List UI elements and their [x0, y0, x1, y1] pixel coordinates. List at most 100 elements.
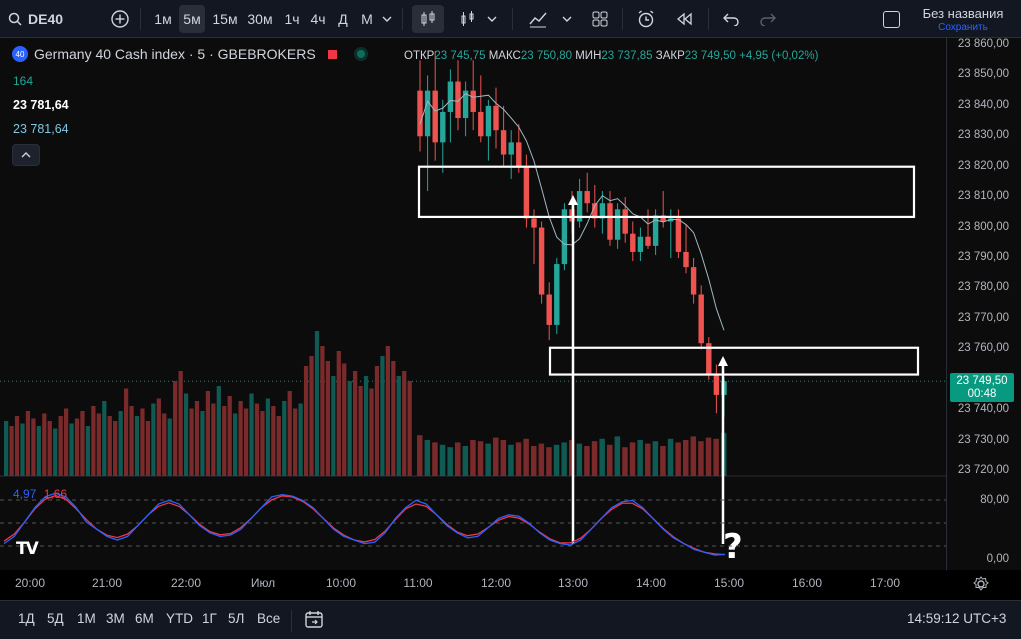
support-box	[548, 346, 920, 376]
candle-body	[675, 218, 682, 252]
price-axis[interactable]: 23 860,00 23 850,00 23 840,00 23 830,00 23 8…	[946, 38, 1021, 570]
candle-body	[607, 203, 613, 240]
indicators-button[interactable]	[455, 0, 481, 38]
volume-bar	[113, 421, 118, 476]
candle-body	[630, 233, 636, 252]
volume-bar	[485, 443, 491, 476]
volume-bar	[293, 408, 298, 476]
volume-bar	[276, 416, 281, 476]
price-tick-label: 23 720,00	[957, 464, 1009, 477]
alert-button[interactable]	[632, 0, 660, 38]
volume-bar	[287, 391, 292, 476]
range-5y[interactable]: 5Л	[228, 611, 245, 626]
undo-button[interactable]	[718, 0, 744, 38]
interval-month[interactable]: М	[361, 11, 373, 27]
bottom-toolbar: 1Д 5Д 1М 3М 6М YTD 1Г 5Л Все 14:59:12 UT…	[0, 600, 1021, 639]
volume-bar	[538, 443, 545, 476]
symbol-label: DE40	[28, 11, 64, 27]
interval-1m[interactable]: 1м	[154, 11, 172, 27]
undo-icon	[723, 13, 739, 26]
volume-bar	[227, 396, 232, 476]
candle-body	[523, 166, 530, 219]
candle-body	[576, 191, 583, 222]
candle-body	[500, 130, 507, 155]
volume-bar	[347, 381, 352, 476]
price-tick-label: 23 850,00	[957, 68, 1009, 81]
price-chart[interactable]: ?	[0, 38, 946, 570]
volume-bar	[698, 441, 704, 476]
candle-body	[546, 294, 552, 325]
time-tick-label: 20:00	[14, 576, 46, 590]
time-tick-label: 14:00	[635, 576, 667, 590]
volume-bar	[614, 436, 621, 476]
volume-bar	[561, 442, 567, 476]
interval-4h[interactable]: 4ч	[310, 11, 326, 27]
interval-1h[interactable]: 1ч	[284, 11, 300, 27]
volume-bar	[523, 438, 529, 476]
axis-settings-button[interactable]	[973, 576, 991, 594]
last-price: 23 749,50	[956, 375, 1008, 387]
volume-bar	[183, 393, 189, 476]
volume-legend: 164	[13, 74, 34, 88]
interval-30m[interactable]: 30м	[247, 11, 273, 27]
stoch-k-value: 4,97	[13, 487, 37, 501]
volume-bar	[546, 447, 552, 476]
volume-bar	[675, 442, 681, 476]
range-1d[interactable]: 1Д	[18, 611, 35, 626]
range-5d[interactable]: 5Д	[47, 611, 64, 626]
volume-bar	[432, 442, 438, 476]
volume-bar	[4, 421, 9, 476]
chart-type-button[interactable]	[412, 5, 444, 33]
candle-body	[584, 191, 590, 204]
volume-bar	[584, 446, 590, 476]
range-ytd[interactable]: YTD	[166, 611, 193, 626]
plus-circle-icon	[111, 10, 129, 28]
volume-bar	[140, 408, 145, 476]
chevron-down-icon[interactable]	[483, 0, 501, 38]
save-label[interactable]: Сохранить	[938, 22, 988, 33]
range-1m[interactable]: 1М	[77, 611, 96, 626]
volume-bar	[80, 411, 85, 476]
volume-bar	[282, 401, 287, 476]
volume-bar	[303, 366, 309, 476]
redo-button[interactable]	[755, 0, 781, 38]
close-value: 23 749,50	[684, 50, 736, 62]
volume-bar	[145, 421, 151, 476]
price-tick-label: 23 820,00	[957, 159, 1009, 172]
ma2-legend: 23 781,64	[13, 122, 69, 136]
chevron-down-icon[interactable]	[558, 0, 576, 38]
layouts-button[interactable]	[586, 0, 614, 38]
volume-bar	[417, 435, 423, 476]
candle-body	[440, 111, 446, 143]
range-all[interactable]: Все	[257, 611, 281, 626]
symbol-search[interactable]: DE40	[8, 0, 68, 38]
price-tick-label: 23 780,00	[957, 281, 1009, 294]
time-tick-label: 17:00	[869, 576, 901, 590]
volume-bar	[576, 443, 583, 476]
layout-toggle[interactable]	[878, 0, 904, 38]
interval-day[interactable]: Д	[338, 11, 348, 27]
symbol-logo: 40	[12, 46, 28, 62]
replay-button[interactable]	[670, 0, 698, 38]
volume-bar	[325, 361, 330, 476]
divider	[402, 8, 403, 30]
volume-bar	[194, 401, 200, 476]
range-3m[interactable]: 3М	[106, 611, 125, 626]
chevron-down-icon[interactable]	[378, 0, 396, 38]
interval-15m[interactable]: 15м	[212, 11, 238, 27]
stoch-tick-label: 0,00	[986, 553, 1009, 565]
indicator-templates-button[interactable]	[524, 0, 552, 38]
range-1y[interactable]: 1Г	[202, 611, 217, 626]
price-tick-label: 23 770,00	[957, 311, 1009, 324]
interval-5m[interactable]: 5м	[179, 5, 205, 33]
goto-date-button[interactable]	[304, 609, 324, 632]
layout-name[interactable]: Без названия Сохранить	[913, 6, 1013, 33]
collapse-legend-button[interactable]	[12, 144, 40, 166]
volume-bar	[391, 361, 396, 476]
candle-body	[554, 264, 560, 325]
range-6m[interactable]: 6М	[135, 611, 154, 626]
series-legend[interactable]: 40 Germany 40 Cash index · 5 · GBEBROKER…	[12, 46, 365, 62]
clock-timezone[interactable]: 14:59:12 UTC+3	[907, 611, 1007, 626]
compare-button[interactable]	[108, 0, 132, 38]
ohlc-values: ОТКР23 745,75 МАКС23 750,80 МИН23 737,85…	[404, 50, 818, 62]
